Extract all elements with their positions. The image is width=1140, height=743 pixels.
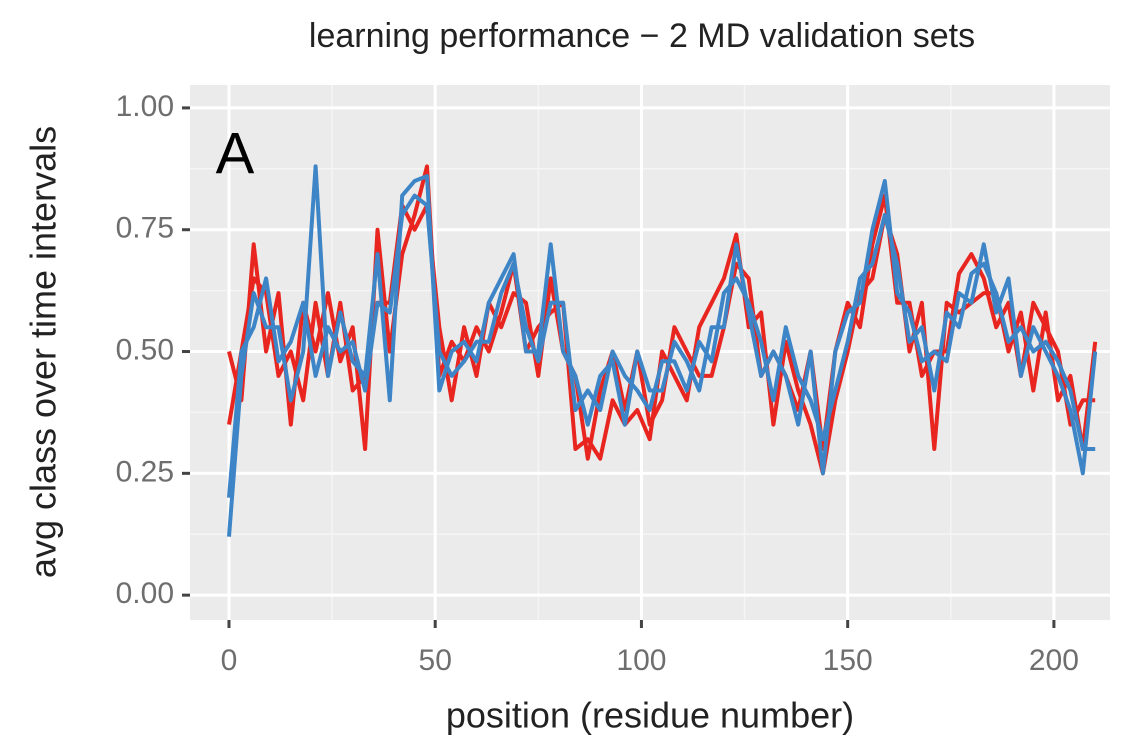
x-tick-label: 50 — [419, 644, 452, 677]
lines — [227, 164, 1098, 537]
y-tick-label: 0.75 — [116, 212, 174, 245]
y-tick-label: 0.00 — [116, 577, 174, 610]
chart-title: learning performance − 2 MD validation s… — [309, 17, 975, 55]
x-axis-label: position (residue number) — [446, 695, 854, 736]
x-tick-label: 150 — [823, 644, 873, 677]
series-line — [227, 193, 1096, 498]
y-tick-label: 1.00 — [116, 90, 174, 123]
panel-label: A — [216, 121, 255, 186]
y-axis-label: avg class over time intervals — [23, 126, 64, 578]
x-tick-label: 200 — [1029, 644, 1079, 677]
y-tick-label: 0.50 — [116, 333, 174, 366]
x-tick-label: 100 — [616, 644, 666, 677]
series-line — [227, 164, 1098, 537]
x-tick-label: 0 — [221, 644, 238, 677]
y-tick-label: 0.25 — [116, 455, 174, 488]
